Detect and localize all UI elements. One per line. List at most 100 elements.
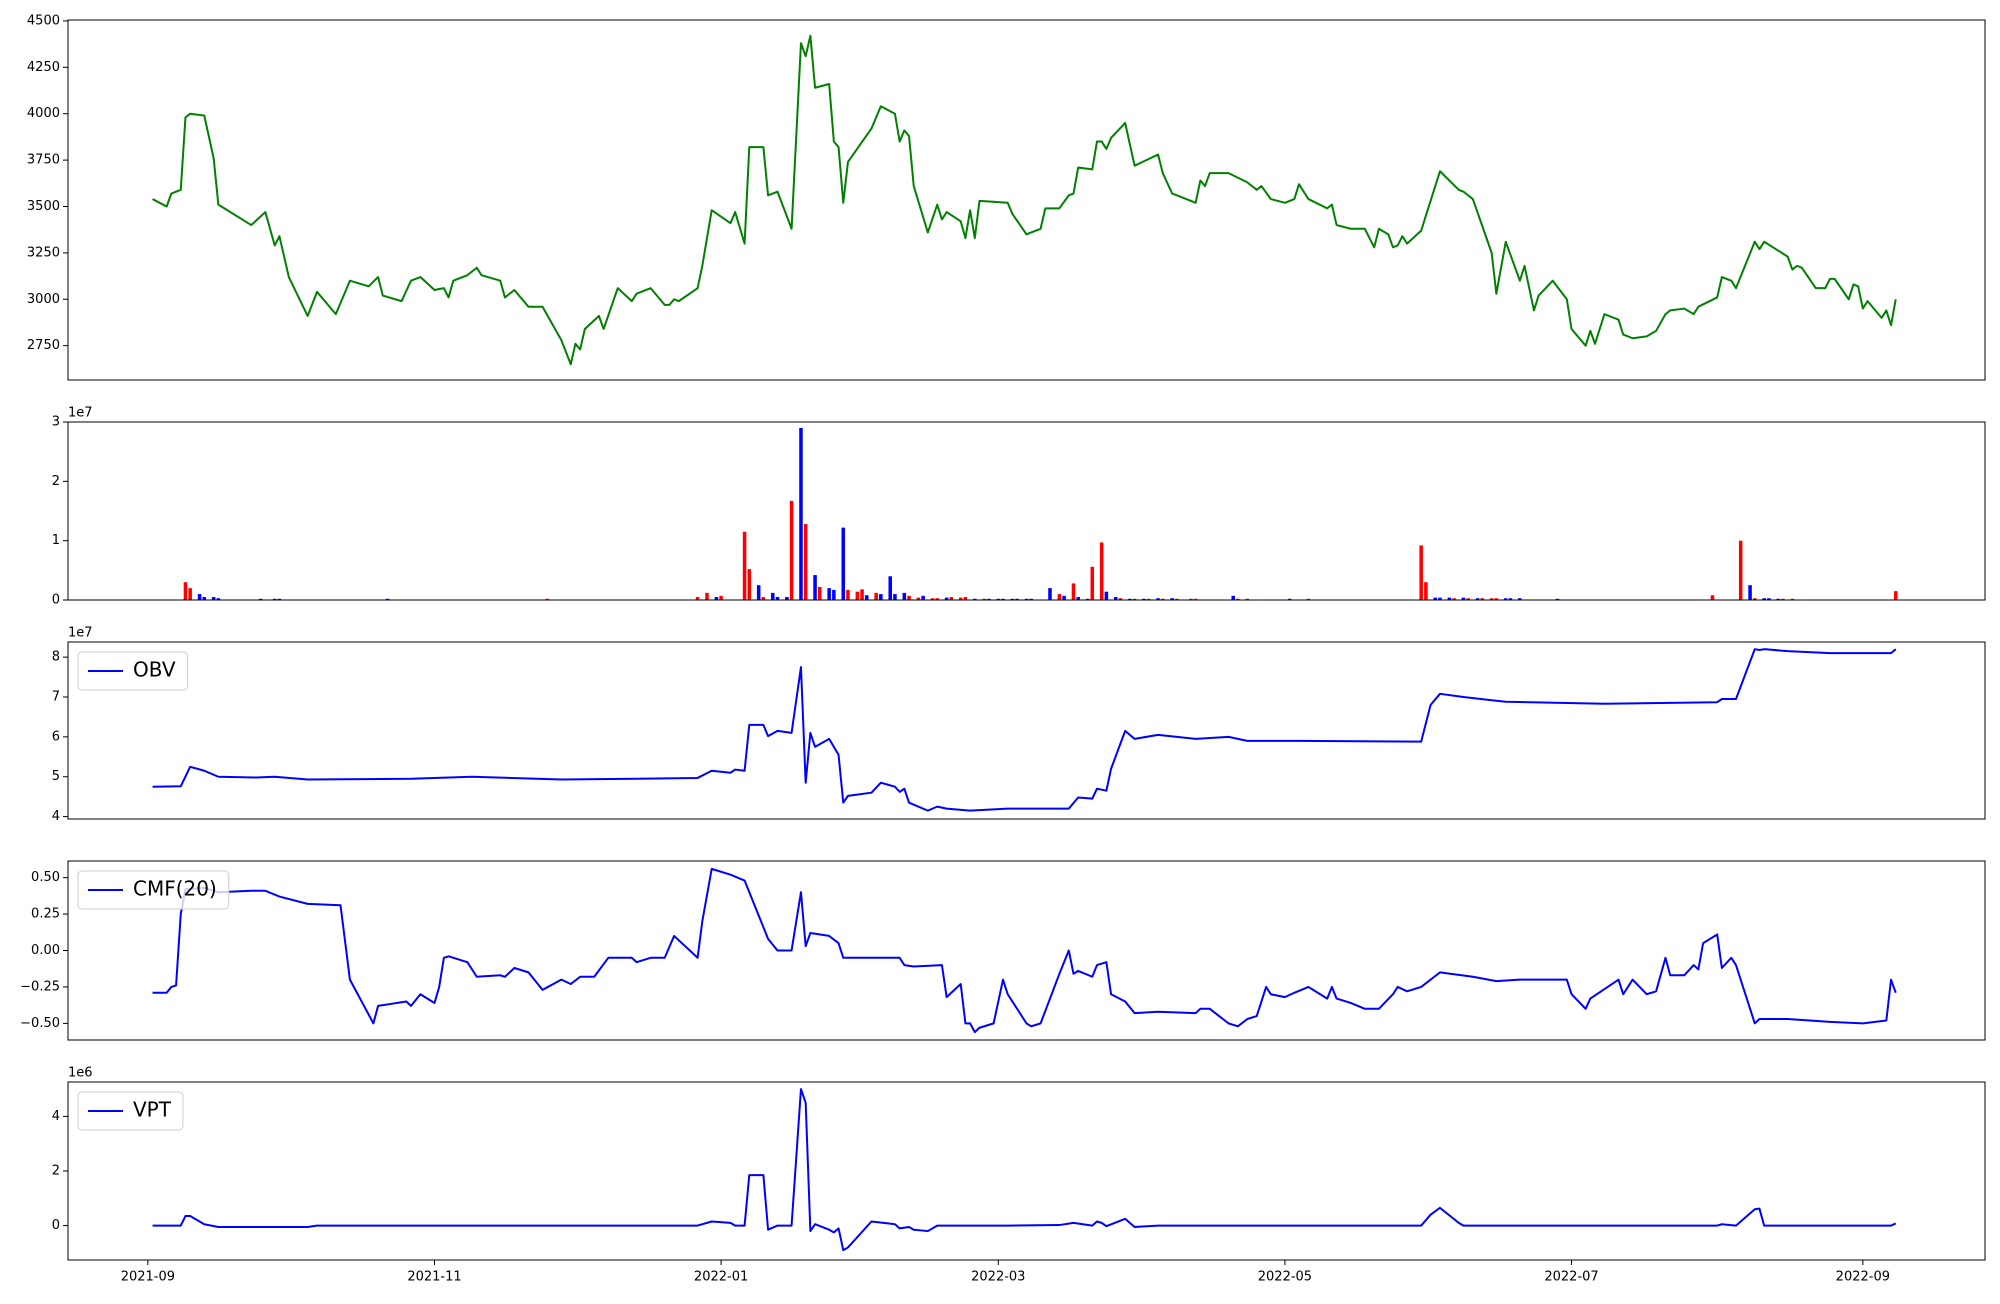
y-tick-label: 6 [52, 729, 60, 744]
line [152, 648, 1897, 812]
y-tick-label: −0.25 [20, 979, 60, 994]
y-tick-label: 2 [52, 1164, 60, 1179]
volume-bar [1029, 598, 1033, 600]
volume-bar [846, 589, 850, 600]
volume-bar [1776, 598, 1781, 600]
x-tick-label: 2022-03 [971, 1270, 1025, 1285]
volume-bar [963, 597, 968, 600]
y-tick-label: 4250 [27, 60, 60, 75]
volume-bar [1085, 598, 1090, 600]
x-tick-label: 2022-01 [694, 1270, 748, 1285]
volume-bar [789, 500, 794, 600]
offset-text: 1e7 [68, 406, 93, 421]
volume-bar [1076, 597, 1080, 600]
volume-bar [545, 598, 550, 600]
volume-bar [1236, 598, 1240, 600]
volume-bar [1447, 597, 1452, 600]
volume-bar [841, 527, 846, 600]
y-tick-label: 4 [52, 809, 60, 824]
volume-bar [1128, 598, 1132, 600]
volume-bar [183, 582, 188, 600]
volume-bar [1475, 598, 1480, 600]
volume-bar [864, 595, 869, 600]
y-tick-label: 0 [52, 1218, 60, 1233]
volume-bar [1710, 595, 1715, 600]
y-tick-label: 4000 [27, 106, 60, 121]
volume-bar [1175, 598, 1179, 600]
offset-text: 1e6 [68, 1066, 93, 1081]
y-tick-label: 0.50 [31, 870, 60, 885]
y-tick-label: 4500 [27, 13, 60, 28]
legend: CMF(20) [77, 870, 230, 910]
axes-frame [67, 1081, 1986, 1261]
volume-bar [277, 598, 282, 600]
volume-bar [803, 524, 808, 600]
x-tick-label: 2021-09 [121, 1270, 175, 1285]
volume-bar [216, 598, 221, 600]
volume-bar [921, 595, 925, 600]
legend-box [77, 651, 189, 691]
volume-bar [1015, 598, 1019, 600]
volume-bar [930, 598, 935, 600]
volume-bar [1104, 591, 1109, 600]
y-tick-label: 2750 [27, 338, 60, 353]
volume-bar [775, 597, 780, 600]
volume-bar [1193, 598, 1198, 600]
line [152, 867, 1897, 1034]
volume-bar [272, 598, 277, 600]
volume-bar [1024, 598, 1029, 600]
volume-bar [1433, 597, 1438, 600]
y-tick-label: 0.00 [31, 943, 60, 958]
y-tick-label: 5 [52, 769, 60, 784]
volume-bar [1001, 598, 1005, 600]
x-tick-label: 2022-07 [1544, 1270, 1598, 1285]
volume-bar [1461, 597, 1466, 600]
volume-bar [197, 594, 202, 600]
volume-bar [1452, 598, 1456, 600]
volume-bar [1489, 598, 1494, 600]
volume-bar [1555, 598, 1560, 600]
volume-bar [1146, 598, 1151, 600]
volume-bar [1062, 595, 1066, 600]
volume-bar [761, 597, 766, 600]
volume-bar [1010, 598, 1015, 600]
y-tick-label: 3750 [27, 153, 60, 168]
volume-bar [1099, 542, 1104, 600]
volume-bar [818, 586, 822, 600]
volume-bar [1424, 582, 1428, 600]
y-tick-label: 3000 [27, 292, 60, 307]
panel: 0 1 2 3 1e7 [52, 406, 1986, 608]
volume-bar [1480, 598, 1485, 600]
legend-box [77, 1091, 184, 1131]
volume-bar [832, 589, 836, 600]
volume-bar [1170, 598, 1174, 600]
volume-bar [1156, 598, 1160, 600]
volume-bar [705, 592, 709, 600]
legend-label: VPT [133, 1098, 172, 1122]
volume-bar [1503, 598, 1508, 600]
y-tick-label: 0 [52, 593, 60, 608]
x-tick-label: 2022-09 [1836, 1270, 1890, 1285]
y-tick-label: 3500 [27, 199, 60, 214]
volume-bar [1767, 598, 1771, 600]
volume-bar [1132, 598, 1137, 600]
volume-bar [695, 597, 700, 600]
volume-bar [982, 598, 986, 600]
volume-bar [973, 598, 977, 600]
y-tick-label: 1 [52, 533, 60, 548]
volume-bar [1494, 598, 1499, 600]
panel: −0.50 −0.25 0.00 0.25 0.50 CMF(20) [20, 860, 1986, 1041]
volume-bar [1071, 583, 1076, 600]
legend-box [77, 870, 230, 910]
axes-frame [67, 19, 1986, 381]
volume-bar [747, 569, 752, 600]
volume-bar [916, 597, 921, 600]
volume-bar [1518, 598, 1522, 600]
y-tick-label: 7 [52, 690, 60, 705]
volume-bar [1114, 597, 1118, 600]
volume-bar [1762, 598, 1766, 600]
volume-bar [1245, 598, 1250, 600]
volume-bar [1781, 598, 1785, 600]
volume-bar [1790, 598, 1795, 600]
